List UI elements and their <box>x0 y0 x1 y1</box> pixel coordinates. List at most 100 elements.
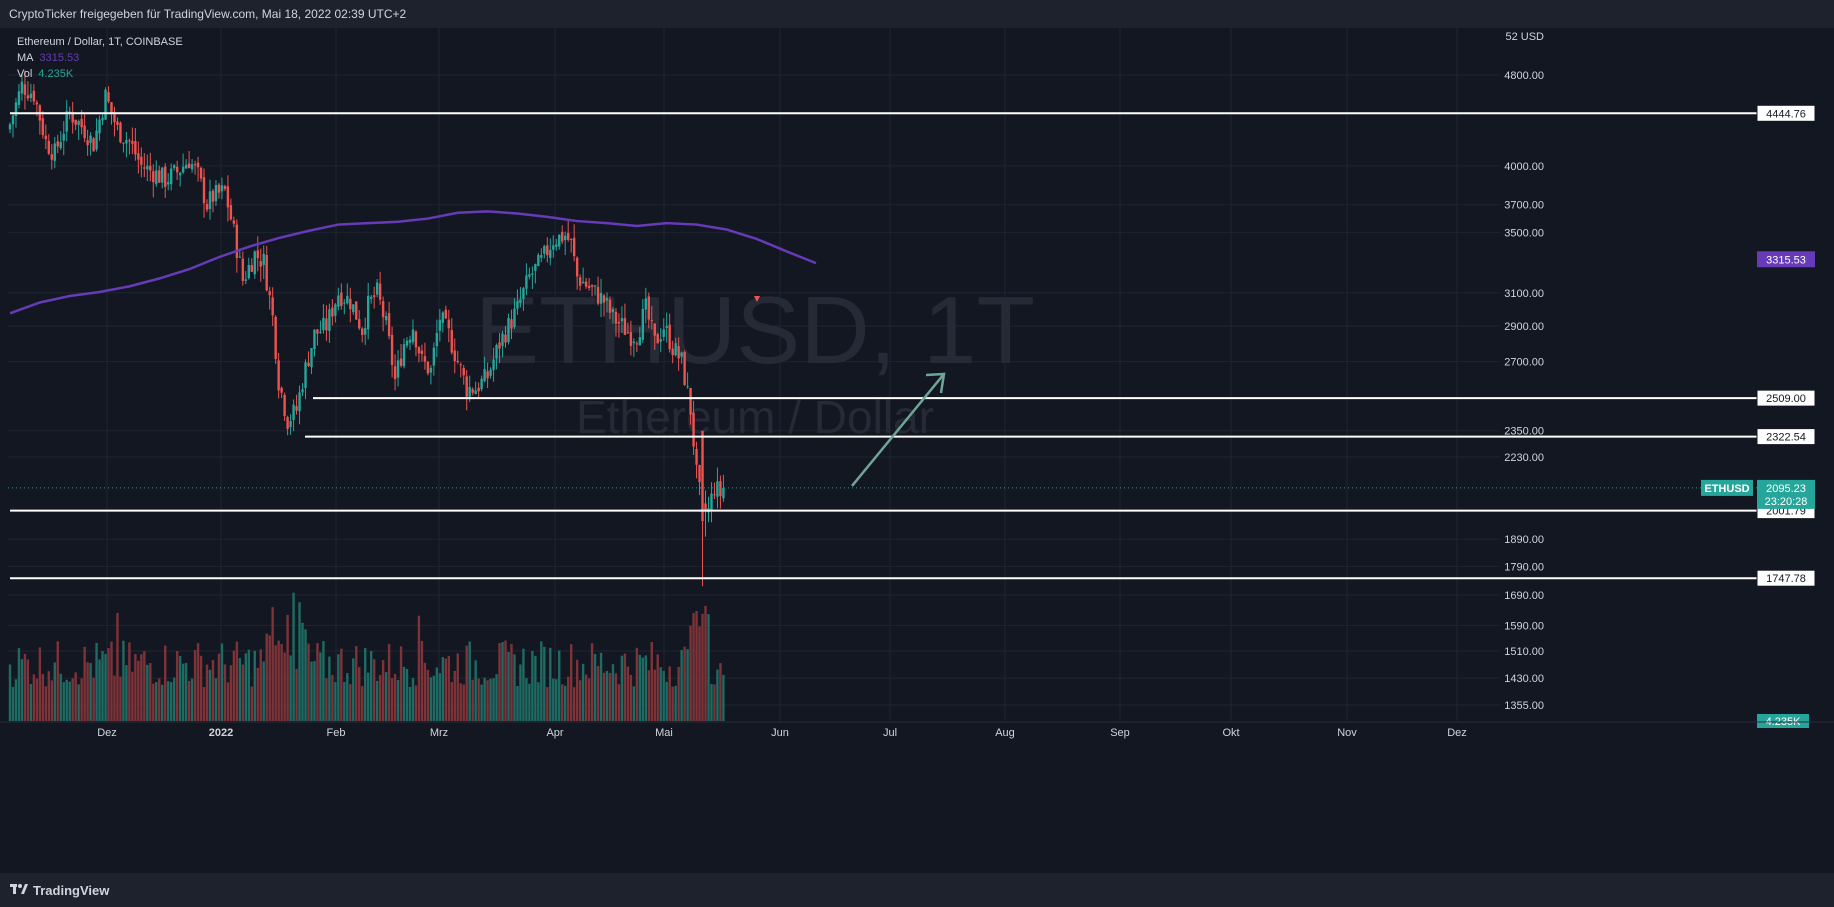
volume-bar[interactable] <box>367 672 370 721</box>
volume-bar[interactable] <box>465 645 468 721</box>
volume-bar[interactable] <box>438 673 442 721</box>
candle-body[interactable] <box>390 334 394 366</box>
candle-body[interactable] <box>465 376 468 397</box>
volume-bar[interactable] <box>274 645 277 721</box>
candle-body[interactable] <box>41 118 45 136</box>
candle-body[interactable] <box>128 140 131 142</box>
candle-body[interactable] <box>229 205 233 220</box>
price-chart[interactable]: ETHUSD, 1T Ethereum / Dollar 4800.00 4000.0… <box>0 28 1834 873</box>
candle-body[interactable] <box>241 258 245 281</box>
volume-bar[interactable] <box>650 642 653 721</box>
volume-bar[interactable] <box>387 643 391 721</box>
candle-body[interactable] <box>552 245 555 250</box>
candle-body[interactable] <box>584 281 588 287</box>
volume-bar[interactable] <box>411 678 415 721</box>
candle-body[interactable] <box>534 264 537 271</box>
candle-body[interactable] <box>614 311 618 324</box>
volume-bar[interactable] <box>722 674 725 721</box>
candle-body[interactable] <box>519 299 522 304</box>
volume-bar[interactable] <box>566 676 570 721</box>
candle-body[interactable] <box>238 256 242 258</box>
volume-bar[interactable] <box>519 664 522 721</box>
volume-bar[interactable] <box>543 646 546 721</box>
volume-bar[interactable] <box>644 655 648 721</box>
volume-bar[interactable] <box>50 680 53 721</box>
volume-bar[interactable] <box>569 644 573 721</box>
candle-body[interactable] <box>164 166 167 187</box>
volume-bar[interactable] <box>199 655 203 721</box>
candle-body[interactable] <box>325 318 328 331</box>
volume-bar[interactable] <box>498 643 501 721</box>
volume-bar[interactable] <box>689 625 692 721</box>
candle-body[interactable] <box>14 102 18 116</box>
volume-bar[interactable] <box>167 681 170 721</box>
candle-body[interactable] <box>32 90 36 102</box>
candle-body[interactable] <box>510 319 513 329</box>
volume-bar[interactable] <box>626 666 630 721</box>
candle-body[interactable] <box>602 295 606 303</box>
volume-bar[interactable] <box>677 666 680 721</box>
candle-body[interactable] <box>608 299 612 313</box>
candle-body[interactable] <box>671 348 674 356</box>
candle-body[interactable] <box>647 296 650 320</box>
candle-body[interactable] <box>566 232 570 240</box>
candle-body[interactable] <box>265 255 268 291</box>
volume-bar[interactable] <box>268 635 271 721</box>
candle-body[interactable] <box>149 165 152 171</box>
candle-body[interactable] <box>190 164 194 170</box>
candle-body[interactable] <box>271 297 274 316</box>
candle-body[interactable] <box>555 244 558 247</box>
volume-bar[interactable] <box>250 686 253 721</box>
volume-bar[interactable] <box>507 651 510 721</box>
candle-body[interactable] <box>280 387 283 393</box>
volume-bar[interactable] <box>361 686 364 721</box>
candle-body[interactable] <box>328 309 331 331</box>
volume-bar[interactable] <box>17 648 21 721</box>
candle-body[interactable] <box>644 298 648 310</box>
volume-bar[interactable] <box>14 679 18 721</box>
volume-bar[interactable] <box>572 687 576 721</box>
volume-bar[interactable] <box>119 676 122 721</box>
volume-bar[interactable] <box>564 685 567 721</box>
volume-bar[interactable] <box>617 684 621 721</box>
candle-body[interactable] <box>617 321 621 324</box>
volume-bar[interactable] <box>196 643 200 721</box>
volume-bar[interactable] <box>107 648 110 721</box>
volume-bar[interactable] <box>611 664 615 721</box>
candle-body[interactable] <box>540 255 543 258</box>
volume-bar[interactable] <box>229 665 233 721</box>
candle-body[interactable] <box>146 165 149 170</box>
candle-body[interactable] <box>522 288 525 300</box>
volume-bar[interactable] <box>447 656 450 721</box>
volume-bar[interactable] <box>146 664 149 721</box>
volume-bar[interactable] <box>98 659 101 721</box>
candle-body[interactable] <box>349 298 352 310</box>
volume-bar[interactable] <box>307 643 310 721</box>
candle-body[interactable] <box>629 332 633 346</box>
candle-body[interactable] <box>113 111 116 123</box>
candle-body[interactable] <box>558 234 561 247</box>
volume-bar[interactable] <box>35 678 39 721</box>
candle-body[interactable] <box>396 360 400 378</box>
volume-bar[interactable] <box>414 685 418 721</box>
candle-body[interactable] <box>513 308 516 328</box>
candle-body[interactable] <box>656 334 659 344</box>
candle-body[interactable] <box>393 366 397 380</box>
volume-bar[interactable] <box>629 674 633 721</box>
candle-body[interactable] <box>471 389 474 393</box>
candle-body[interactable] <box>283 394 286 417</box>
volume-bar[interactable] <box>587 678 591 721</box>
volume-bar[interactable] <box>459 683 462 721</box>
volume-bar[interactable] <box>26 659 30 721</box>
candle-body[interactable] <box>122 142 125 144</box>
candle-body[interactable] <box>668 324 671 350</box>
volume-bar[interactable] <box>435 667 439 721</box>
volume-bar[interactable] <box>244 653 248 721</box>
volume-bar[interactable] <box>399 646 403 721</box>
volume-bar[interactable] <box>280 643 283 721</box>
candle-body[interactable] <box>486 371 489 379</box>
volume-bar[interactable] <box>668 666 671 721</box>
volume-bar[interactable] <box>53 662 56 721</box>
volume-bar[interactable] <box>701 613 704 721</box>
candle-body[interactable] <box>322 317 325 331</box>
